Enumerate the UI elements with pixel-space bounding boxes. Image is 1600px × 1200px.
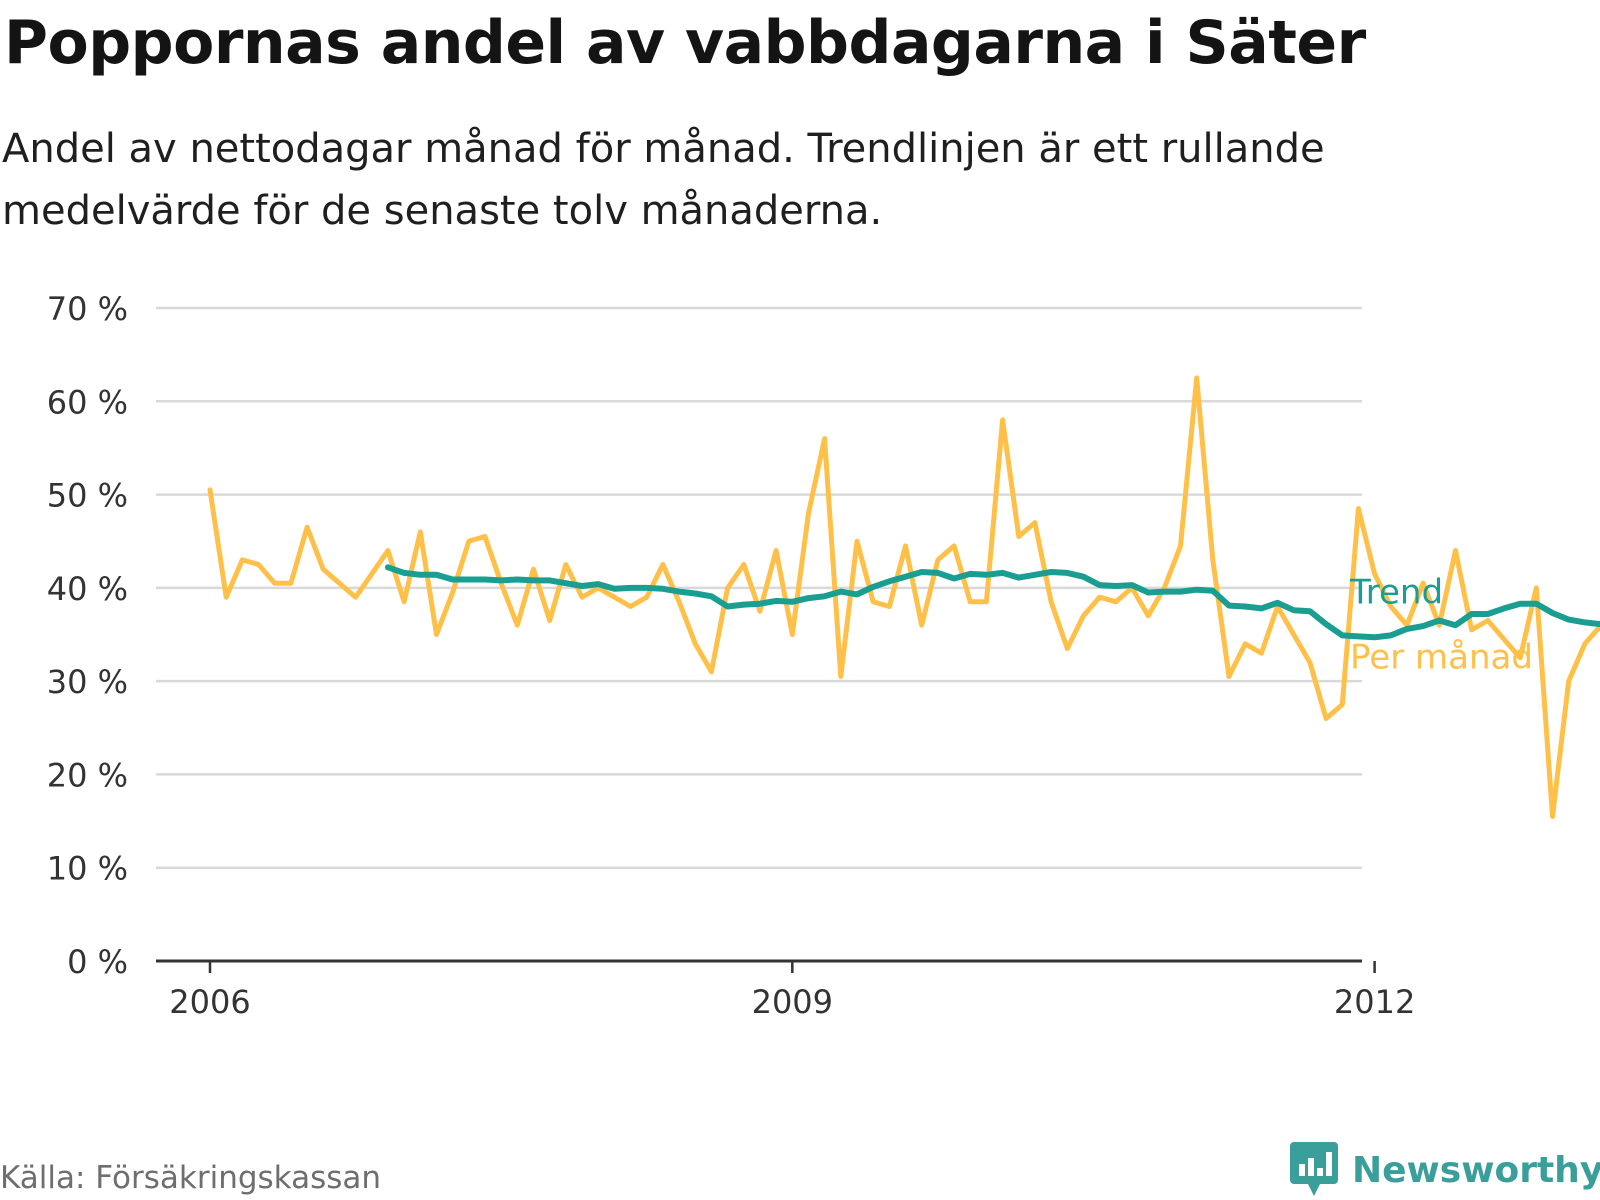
series-label-monthly: Per månad (1350, 638, 1533, 678)
x-tick-label: 2009 (752, 983, 833, 1021)
trend-series-line (384, 564, 1600, 641)
brand-logo[interactable]: Newsworthy (1290, 1140, 1600, 1200)
chart-title: Poppornas andel av vabbdagarna i Säter (4, 8, 1366, 78)
y-tick-label: 70 % (47, 290, 128, 328)
chart-subtitle: Andel av nettodagar månad för månad. Tre… (2, 126, 1325, 234)
x-tick-label: 2006 (169, 983, 250, 1021)
newsworthy-chat-bar-icon (1290, 1142, 1338, 1196)
gridlines (156, 306, 1362, 869)
y-axis-tick-labels: 0 % 10 % 20 % 30 % 40 % 50 % 60 % 70 % (47, 290, 128, 981)
y-tick-label: 40 % (47, 570, 128, 608)
x-tick-label: 2012 (1334, 983, 1415, 1021)
y-tick-label: 30 % (47, 663, 128, 701)
brand-name: Newsworthy (1352, 1149, 1600, 1191)
x-axis (156, 959, 1376, 973)
y-tick-label: 50 % (47, 477, 128, 515)
y-tick-label: 20 % (47, 756, 128, 794)
series-labels: Trend Per månad (1349, 573, 1533, 678)
x-axis-tick-labels: 2006200920122015201820212023 (169, 983, 1415, 1021)
series-label-trend: Trend (1349, 573, 1443, 613)
source-note: Källa: Försäkringskassan (0, 1160, 382, 1196)
y-tick-label: 0 % (67, 943, 128, 981)
monthly-series-line (207, 375, 1600, 819)
y-tick-label: 10 % (47, 850, 128, 888)
y-tick-label: 60 % (47, 383, 128, 421)
series-lines (207, 375, 1600, 819)
